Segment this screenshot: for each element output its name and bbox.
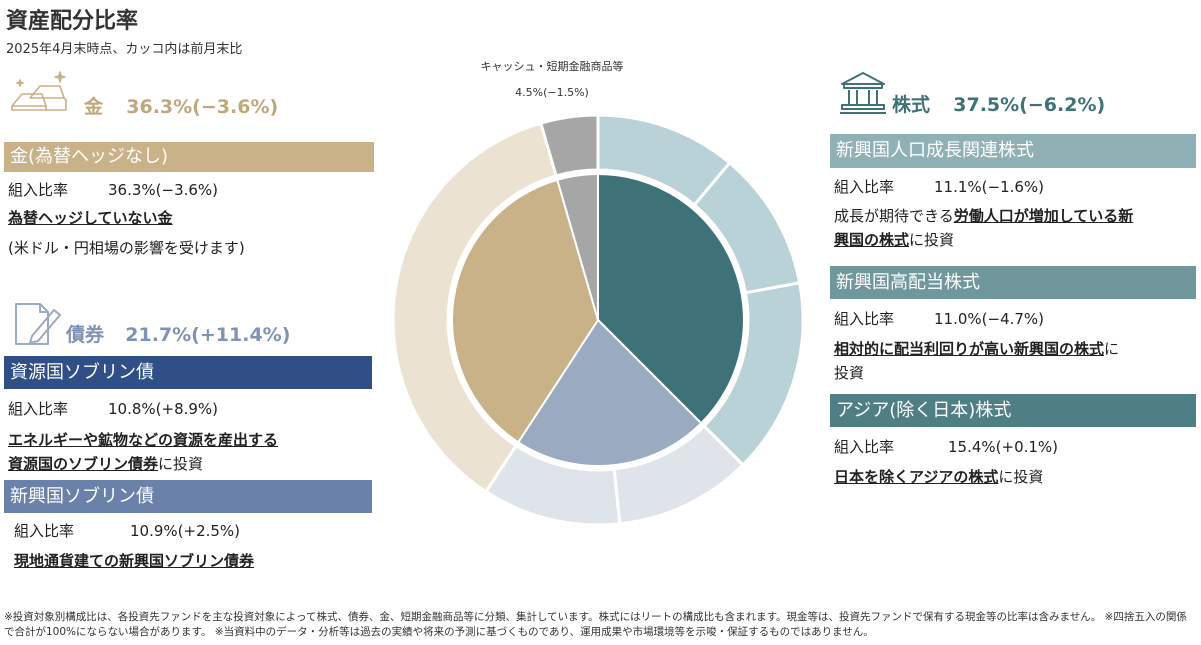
page-subtitle: 2025年4月末時点、カッコ内は前月末比	[6, 42, 243, 57]
gold-heading: 金 36.3%(−3.6%)	[84, 92, 278, 119]
equity-heading: 株式 37.5%(−6.2%)	[892, 90, 1105, 117]
em-high-dividend-description: 相対的に配当利回りが高い新興国の株式に 投資	[834, 337, 1196, 385]
em-high-dividend-desc-rest-2: 投資	[834, 364, 865, 382]
cash-label-value: 4.5%(−1.5%)	[515, 86, 589, 99]
gold-ratio: 組入比率 36.3%(−3.6%)	[8, 179, 218, 200]
em-population-equity-desc-pre: 成長が期待できる	[834, 207, 954, 225]
asia-equity-bar: アジア(除く日本)株式	[830, 394, 1196, 427]
resource-bond-desc-underlined-2: 資源国のソブリン債券	[8, 455, 159, 473]
inner-slice-1	[597, 172, 745, 425]
em-high-dividend-desc-rest-1: に	[1104, 340, 1120, 358]
em-high-dividend-desc-underlined: 相対的に配当利回りが高い新興国の株式	[834, 340, 1105, 358]
em-population-equity-ratio-label: 組入比率	[834, 178, 895, 196]
em-population-equity-ratio: 組入比率 11.1%(−1.6%)	[834, 176, 1044, 197]
outer-slice-6	[391, 121, 559, 494]
bond-heading-value: 21.7%(+11.4%)	[125, 324, 291, 346]
em-population-equity-desc-underlined-2: 興国の株式	[834, 231, 910, 249]
em-high-dividend-ratio-value: 11.0%(−4.7%)	[934, 310, 1045, 328]
inner-slice-3	[451, 178, 600, 444]
equity-heading-label: 株式	[892, 94, 931, 116]
inner-pie	[451, 172, 745, 467]
gold-heading-label: 金	[84, 96, 104, 118]
gold-ratio-value: 36.3%(−3.6%)	[108, 181, 219, 199]
bond-heading: 債券 21.7%(+11.4%)	[66, 320, 290, 347]
asia-equity-ratio-label: 組入比率	[834, 438, 895, 456]
gold-heading-value: 36.3%(−3.6%)	[126, 96, 279, 118]
bank-building-icon	[838, 70, 888, 116]
footnote: ※投資対象別構成比は、各投資先ファンドを主な投資対象によって株式、債券、金、短期…	[4, 611, 1187, 638]
em-bond-desc-underlined: 現地通貨建ての新興国ソブリン債券	[14, 552, 255, 570]
cash-label: キャッシュ・短期金融商品等 4.5%(−1.5%)	[452, 54, 652, 106]
resource-bond-ratio: 組入比率 10.8%(+8.9%)	[8, 398, 218, 419]
bond-heading-label: 債券	[66, 324, 105, 346]
equity-heading-value: 37.5%(−6.2%)	[953, 94, 1106, 116]
asia-equity-ratio: 組入比率 15.4%(+0.1%)	[834, 436, 1058, 457]
em-bond-ratio-value: 10.9%(+2.5%)	[130, 522, 241, 540]
document-pen-icon	[10, 300, 66, 350]
page-title: 資産配分比率	[6, 9, 139, 34]
inner-slice-4	[556, 172, 599, 321]
em-population-equity-bar: 新興国人口成長関連株式	[830, 134, 1196, 168]
resource-bond-desc-underlined-1: エネルギーや鉱物などの資源を産出する	[8, 431, 279, 449]
em-bond-ratio-label: 組入比率	[14, 522, 75, 540]
resource-bond-desc-rest: に投資	[158, 455, 204, 473]
em-population-equity-ratio-value: 11.1%(−1.6%)	[934, 178, 1045, 196]
asia-equity-description: 日本を除くアジアの株式に投資	[834, 465, 1196, 489]
em-bond-bar: 新興国ソブリン債	[4, 480, 372, 513]
em-population-equity-description: 成長が期待できる労働人口が増加している新 興国の株式に投資	[834, 204, 1196, 252]
em-high-dividend-bar: 新興国高配当株式	[830, 266, 1196, 299]
gold-desc-underlined: 為替ヘッジしていない金	[8, 209, 173, 227]
outer-slice-7	[538, 113, 600, 178]
cash-label-name: キャッシュ・短期金融商品等	[480, 60, 624, 73]
em-population-equity-desc-rest: に投資	[909, 231, 955, 249]
gold-sub-bar: 金(為替ヘッジなし)	[4, 142, 374, 172]
gold-desc-note: (米ドル・円相場の影響を受けます)	[8, 239, 245, 257]
em-high-dividend-ratio-label: 組入比率	[834, 310, 895, 328]
em-population-equity-desc-underlined-1: 労働人口が増加している新	[953, 207, 1134, 225]
resource-bond-ratio-label: 組入比率	[8, 400, 69, 418]
asia-equity-ratio-value: 15.4%(+0.1%)	[948, 438, 1059, 456]
resource-bond-ratio-value: 10.8%(+8.9%)	[108, 400, 219, 418]
resource-bond-bar: 資源国ソブリン債	[4, 356, 372, 389]
outer-ring	[391, 113, 805, 527]
asia-equity-desc-rest: に投資	[998, 468, 1044, 486]
em-bond-ratio: 組入比率 10.9%(+2.5%)	[14, 520, 240, 541]
inner-slice-2	[516, 318, 703, 467]
resource-bond-description: エネルギーや鉱物などの資源を産出する 資源国のソブリン債券に投資	[8, 428, 378, 476]
em-high-dividend-ratio: 組入比率 11.0%(−4.7%)	[834, 308, 1044, 329]
gold-ratio-label: 組入比率	[8, 181, 69, 199]
gold-bar-icon	[8, 70, 78, 120]
asia-equity-desc-underlined: 日本を除くアジアの株式	[834, 468, 999, 486]
gold-description: 為替ヘッジしていない金 (米ドル・円相場の影響を受けます)	[8, 206, 378, 260]
em-bond-description: 現地通貨建ての新興国ソブリン債券	[14, 549, 384, 573]
